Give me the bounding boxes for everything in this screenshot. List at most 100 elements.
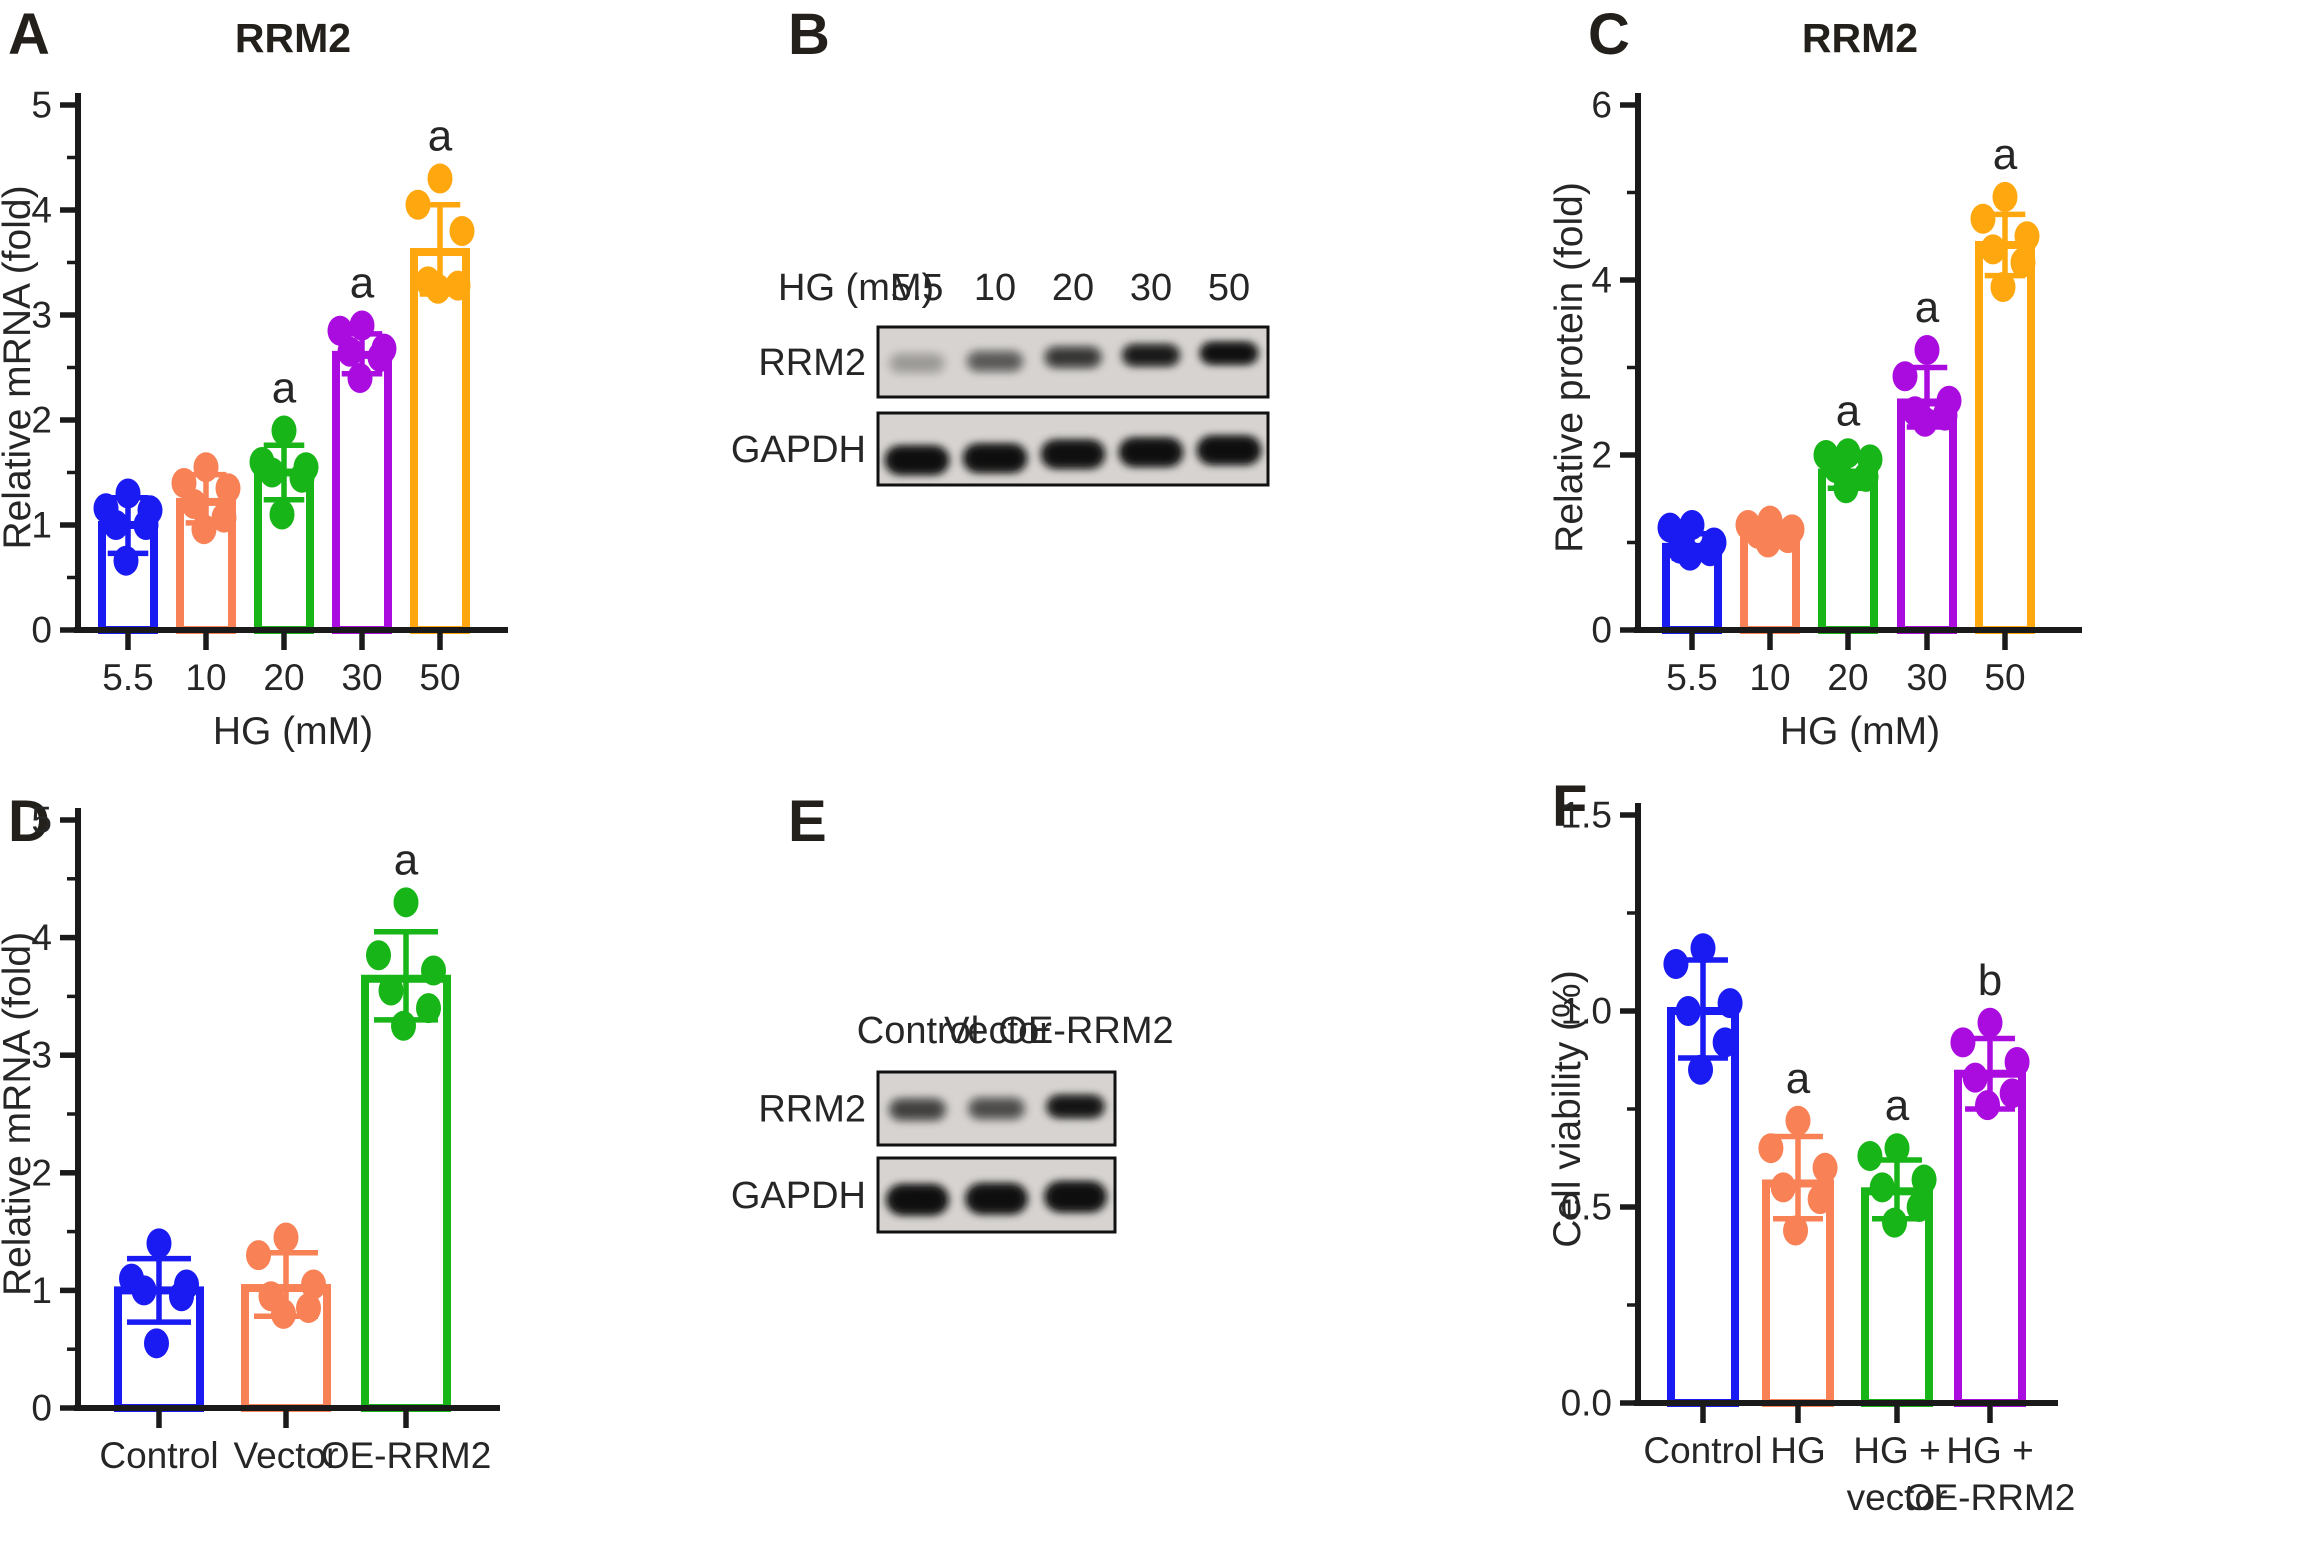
data-point [271,1298,296,1329]
panel-label-E: E [788,789,827,854]
data-point [2010,247,2036,278]
y-axis-title: Relative mRNA (fold) [0,185,39,549]
data-point [1853,461,1879,492]
data-point [449,216,475,246]
data-point [1717,988,1743,1019]
data-point [416,993,441,1024]
data-point [1882,1207,1908,1238]
data-point [1785,1105,1811,1136]
data-point [405,189,431,220]
data-point [131,1275,157,1306]
blot-row-label: GAPDH [731,429,866,471]
data-point [378,975,404,1006]
data-point [269,499,295,530]
bar-50 [410,248,470,634]
y-axis-title: Relative mRNA (fold) [0,932,39,1296]
data-point [391,1010,416,1041]
data-point [337,336,363,367]
y-tick-label: 2 [1591,435,1612,476]
data-point [1679,510,1705,540]
western-blot-B-svg: HG (mM)5.5 10 20 30 50 RRM2 GAPDH [731,267,1270,487]
x-axis-title: HG (mM) [1780,710,1940,753]
data-point [113,545,139,576]
protein-band-core [972,1100,1021,1117]
data-point [1932,400,1958,431]
blot-row-label: GAPDH [731,1175,866,1217]
data-point [1869,1172,1895,1203]
data-point [193,452,219,483]
x-tick-label: HG + [1853,1430,1940,1471]
chart-F-svg: a a b 0.0 0.5 1.0 1.5 Control HG HG + vector HG + OE… [1546,795,2075,1519]
significance-label: a [1836,386,1861,435]
x-tick-label: 20 [1827,657,1868,698]
data-point [1990,272,2016,302]
data-point [425,273,451,304]
panel-label-F: F [1552,774,1588,839]
y-tick-label: 0 [31,610,52,651]
protein-band-core [1126,347,1176,364]
x-tick-label: Control [99,1435,218,1476]
y-tick-label: 0.5 [1561,1187,1612,1228]
data-point [367,342,393,372]
data-point [1911,1164,1937,1195]
x-tick-label: 5.5 [1666,657,1717,698]
lane-label: 5.5 [891,267,944,309]
data-point [1906,1192,1932,1222]
data-point [191,514,217,545]
x-tick-label: 50 [419,657,460,698]
significance-label: a [428,112,453,161]
lane-label: 30 [1130,267,1172,309]
data-point [1775,523,1801,554]
x-tick-label: HG [1770,1430,1826,1471]
chart-C-svg: a a a 0 2 4 6 5.5 10 20 30 50 HG (mM) RRM2 Relative pr… [1548,15,2082,753]
lane-label: 50 [1208,267,1250,309]
y-tick-label: 3 [31,295,52,336]
data-point [1833,473,1859,504]
y-tick-label: 1 [31,505,52,546]
data-point [1912,406,1938,437]
data-point [1677,540,1703,571]
data-point [2014,221,2040,252]
protein-band-core [891,1188,944,1212]
y-tick-label: 2 [31,400,52,441]
y-axis-title: Relative protein (fold) [1548,182,1591,553]
data-point [366,940,391,971]
data-point [271,415,297,446]
panel-label-C: C [1588,2,1630,67]
y-tick-label: 6 [1591,85,1612,126]
data-point [1712,1027,1738,1058]
data-point [445,270,471,301]
bar-HG-+-OE-RRM2 [1954,1069,2026,1407]
x-tick-label: 10 [1749,657,1790,698]
data-point [1675,996,1701,1026]
data-point [349,310,375,341]
data-point [1914,335,1940,365]
lane-label: Control [857,1010,980,1052]
y-tick-label: 0.0 [1561,1383,1612,1424]
x-tick-label: 20 [263,657,304,698]
protein-band-core [1049,1185,1102,1209]
data-point [1770,1172,1796,1203]
y-tick-label: 4 [31,917,52,958]
significance-label: a [272,364,297,413]
data-point [1977,1007,2003,1038]
data-point [1884,1133,1910,1164]
y-tick-label: 4 [31,190,52,231]
data-point [1962,1062,1988,1093]
data-point [259,457,285,488]
data-point [1807,1184,1833,1215]
y-tick-label: 0 [31,1388,52,1429]
protein-band-core [1048,349,1098,366]
bar-OE-RRM2 [361,974,451,1412]
data-point [1663,948,1689,979]
protein-band-core [970,353,1020,370]
y-tick-label: 5 [31,85,52,126]
protein-band-core [1046,443,1100,465]
data-point [181,489,207,519]
lane-label: OE-RRM2 [998,1010,1173,1052]
y-tick-label: 5 [31,800,52,841]
data-point [103,510,129,540]
